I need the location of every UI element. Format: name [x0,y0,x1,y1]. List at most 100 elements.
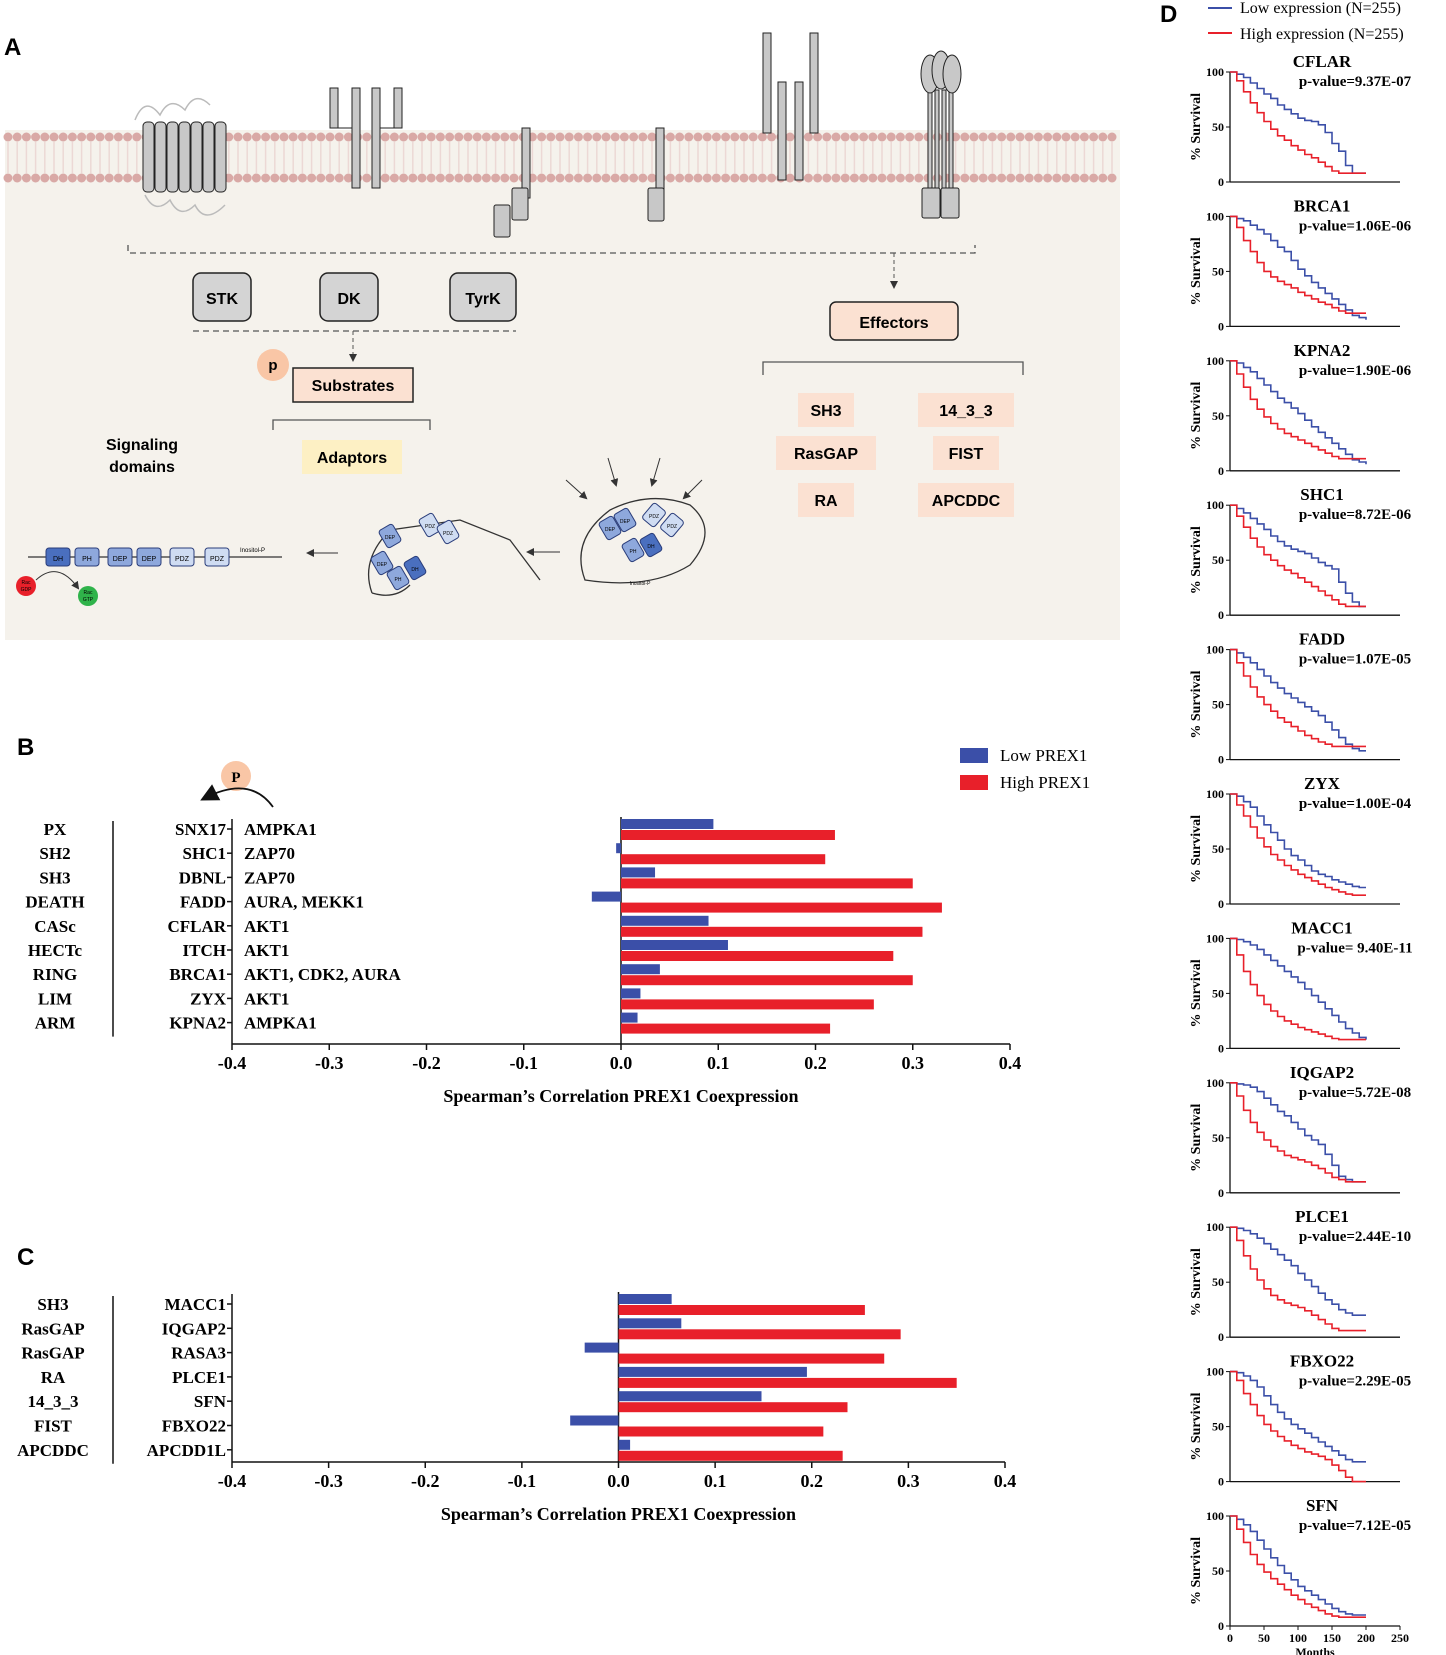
survival-line-low [1230,71,1366,174]
survival-line-low [1230,1515,1366,1616]
gene-label: BRCA1 [169,965,226,984]
y-tick-label: 50 [1212,1564,1224,1578]
lipid-head [251,173,261,183]
lipid-head [675,132,685,142]
lipid-head [1024,132,1034,142]
x-tick-label: 0.4 [999,1053,1022,1073]
y-tick-label: 100 [1206,1220,1224,1234]
y-tick-label: 0 [1218,1475,1224,1489]
lipid-head [546,173,556,183]
plot-gene-title: PLCE1 [1295,1207,1349,1226]
folded-domain-label: DH [411,567,419,573]
lipid-head [859,132,869,142]
bar-low [621,1012,638,1023]
plot-gene-title: FBXO22 [1290,1352,1354,1371]
kinase-label: AMPKA1 [244,820,317,839]
lipid-head [445,173,455,183]
lipid-head [638,132,648,142]
effector-item-box [798,483,854,517]
lipid-head [767,173,777,183]
survival-line-high [1230,1515,1366,1618]
y-tick-label: 0 [1218,753,1224,767]
survival-line-low [1230,1226,1366,1316]
lipid-head [555,132,565,142]
kinase-label: STK [206,291,238,308]
signaling-domains-label-1: Signaling [106,437,178,454]
lipid-head [859,173,869,183]
bar-low [618,1439,631,1450]
domain-block-label: DH [53,556,63,563]
dimer-receptor [329,87,403,189]
x-tick-label: 150 [1323,1631,1341,1645]
survival-plot-iqgap2: IQGAP2 p-value=5.72E-08 0 50 100% Survival [1189,1063,1411,1200]
lipid-head [785,132,795,142]
lipid-head [960,173,970,183]
effectors-box [829,301,959,341]
bar-high [621,951,894,961]
y-tick-label: 100 [1206,1365,1224,1379]
plot-pvalue: p-value=1.07E-05 [1299,652,1411,668]
domain-label: SH3 [39,868,70,887]
lipid-head [721,132,731,142]
bar-high [618,1329,901,1340]
lipid-head [757,173,767,183]
lipid-head [12,132,22,142]
gene-label: IQGAP2 [162,1319,226,1338]
lipid-head [997,173,1007,183]
effector-item: RasGAP [794,446,858,463]
x-tick-label: -0.2 [412,1053,441,1073]
lipid-head [564,173,574,183]
lipid-head [711,173,721,183]
rac-gdp-label-1: Rac [22,580,31,586]
y-tick-label: 50 [1212,698,1224,712]
plot-pvalue: p-value=2.29E-05 [1299,1374,1411,1390]
gene-label: CFLAR [167,917,226,936]
bar-low [584,1342,619,1353]
lipid-head [1006,173,1016,183]
lipid-head [895,132,905,142]
bar-high [618,1402,848,1413]
lipid-head [270,132,280,142]
bar-high [621,999,874,1010]
panel-d: D Low expression (N=255) High expression… [1160,0,1413,1655]
lipid-head [822,132,832,142]
lipid-head [113,132,123,142]
gene-label: RASA3 [171,1344,226,1363]
inhibition-arrow [607,457,619,487]
lipid-head [849,173,859,183]
panel-label-a: A [4,34,21,61]
survival-plot-shc1: SHC1 p-value=8.72E-06 0 50 100% Survival [1189,485,1412,622]
panel-b: B Low PREX1 High PREX1 P -0.4 -0.3 -0.2 -0.… [17,734,1090,1106]
bar-high [621,926,923,937]
signaling-domains-label-2: domains [109,459,175,476]
lipid-head [702,173,712,183]
adaptors-label: Adaptors [317,450,387,467]
kinase-box [319,272,379,322]
lipid-head [831,132,841,142]
plot-gene-title: BRCA1 [1294,196,1351,215]
survival-line-high [1230,648,1366,748]
lipid-head [113,173,123,183]
plot-pvalue: p-value=7.12E-05 [1299,1518,1411,1534]
y-tick-label: 50 [1212,842,1224,856]
kinase-label: AKT1 [244,917,289,936]
x-tick-label: 0.2 [804,1053,827,1073]
y-tick-label: 50 [1212,986,1224,1000]
lipid-head [849,132,859,142]
survival-line-high [1230,793,1366,896]
plot-gene-title: MACC1 [1291,918,1352,937]
gene-label: PLCE1 [172,1368,226,1387]
x-tick-label: 0.3 [897,1471,920,1491]
lipid-head [583,132,593,142]
lipid-head [334,173,344,183]
lipid-head [592,132,602,142]
lipid-head [224,173,234,183]
bar-low [618,1391,762,1402]
bar-low [621,867,656,878]
phospho-badge [257,349,289,381]
lipid-head [343,173,353,183]
lipid-head [767,132,777,142]
lipid-head [960,132,970,142]
survival-plot-fadd: FADD p-value=1.07E-05 0 50 100% Survival [1189,630,1411,767]
lipid-head [987,173,997,183]
